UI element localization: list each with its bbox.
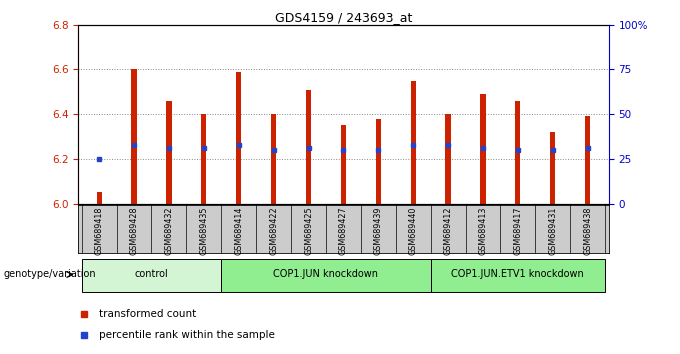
Bar bbox=[585, 116, 590, 204]
Bar bbox=[445, 114, 451, 204]
Text: percentile rank within the sample: percentile rank within the sample bbox=[99, 330, 275, 341]
Bar bbox=[306, 90, 311, 204]
Text: GSM689431: GSM689431 bbox=[548, 207, 558, 255]
Text: GSM689438: GSM689438 bbox=[583, 207, 592, 255]
Bar bbox=[82, 258, 221, 292]
Text: GSM689417: GSM689417 bbox=[513, 207, 522, 255]
Text: transformed count: transformed count bbox=[99, 309, 197, 319]
Text: GSM689413: GSM689413 bbox=[479, 207, 488, 255]
Title: GDS4159 / 243693_at: GDS4159 / 243693_at bbox=[275, 11, 412, 24]
Bar bbox=[375, 119, 381, 204]
Bar bbox=[515, 101, 520, 204]
Bar bbox=[236, 72, 241, 204]
Text: control: control bbox=[135, 269, 169, 280]
Bar bbox=[271, 114, 276, 204]
Text: GSM689428: GSM689428 bbox=[129, 207, 139, 255]
Text: GSM689418: GSM689418 bbox=[95, 207, 103, 255]
Bar bbox=[430, 258, 605, 292]
Bar bbox=[167, 101, 171, 204]
Text: GSM689414: GSM689414 bbox=[234, 207, 243, 255]
Text: GSM689412: GSM689412 bbox=[443, 207, 453, 255]
Text: GSM689439: GSM689439 bbox=[374, 207, 383, 255]
Text: GSM689432: GSM689432 bbox=[165, 207, 173, 255]
Bar bbox=[480, 94, 486, 204]
Bar bbox=[201, 114, 207, 204]
Text: GSM689427: GSM689427 bbox=[339, 207, 348, 255]
Text: COP1.JUN.ETV1 knockdown: COP1.JUN.ETV1 knockdown bbox=[452, 269, 584, 280]
Bar bbox=[341, 125, 346, 204]
Text: GSM689422: GSM689422 bbox=[269, 207, 278, 255]
Text: GSM689440: GSM689440 bbox=[409, 207, 418, 255]
Bar bbox=[97, 192, 102, 204]
Bar bbox=[550, 132, 556, 204]
Bar bbox=[131, 69, 137, 204]
Text: GSM689435: GSM689435 bbox=[199, 207, 208, 255]
Text: COP1.JUN knockdown: COP1.JUN knockdown bbox=[273, 269, 379, 280]
Text: genotype/variation: genotype/variation bbox=[3, 269, 96, 280]
Bar bbox=[411, 81, 415, 204]
Bar bbox=[221, 258, 430, 292]
Text: GSM689425: GSM689425 bbox=[304, 207, 313, 255]
